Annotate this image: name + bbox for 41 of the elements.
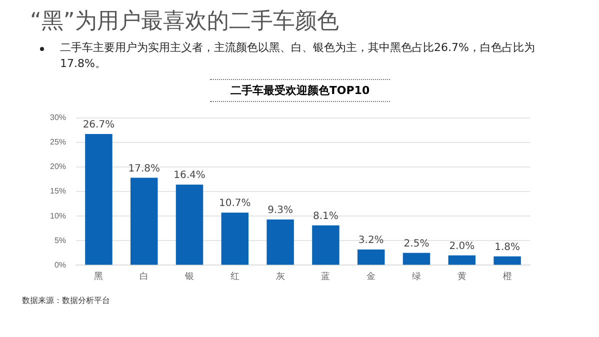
data-label: 2.5% [404,238,430,250]
y-tick-label: 10% [50,211,66,220]
data-label: 17.8% [128,163,160,174]
bar [85,134,112,265]
bar [494,256,521,265]
data-label: 26.7% [82,120,115,131]
x-tick-label: 银 [184,271,194,282]
y-tick-label: 15% [50,186,66,196]
data-label: 9.3% [268,205,294,216]
text: 二手车最受欢迎颜色TOP10 [210,79,390,102]
bar [130,178,158,265]
bar [402,252,430,265]
bar [357,249,385,265]
bar [312,225,340,265]
source-note: 数据来源：数据分析平台 [22,295,110,306]
data-label: 2.0% [449,240,475,252]
chart-subtitle: 二手车主要用户为实用主义者，主流颜色以黑、白、银色为主，其中黑色占比26.7%，白色占比为17.8%。 [59,40,536,72]
bar [448,255,476,265]
bar [176,184,204,265]
y-tick-label: 25% [50,138,66,147]
y-tick-label: 5% [54,236,66,245]
data-label: 8.1% [313,210,338,222]
x-tick-label: 黑 [94,271,104,282]
x-tick-label: 灰 [276,271,285,282]
data-label: 1.8% [494,242,520,253]
chart-title: “黑”为用户最喜欢的二手车颜色 [30,8,339,36]
x-tick-label: 蓝 [321,271,330,282]
bar [266,220,294,265]
x-tick-label: 金 [366,271,376,282]
y-tick-label: 30% [50,113,66,122]
y-tick-label: 0% [54,260,66,270]
y-tick-label: 20% [50,162,66,172]
x-tick-label: 红 [230,271,240,282]
data-label: 3.2% [358,235,384,246]
x-tick-label: 黄 [457,271,466,282]
x-tick-label: 橙 [502,271,512,282]
bar [221,212,249,265]
x-tick-label: 白 [140,271,149,282]
data-label: 16.4% [174,170,206,182]
x-tick-label: 绿 [412,271,422,282]
data-label: 10.7% [219,198,251,210]
